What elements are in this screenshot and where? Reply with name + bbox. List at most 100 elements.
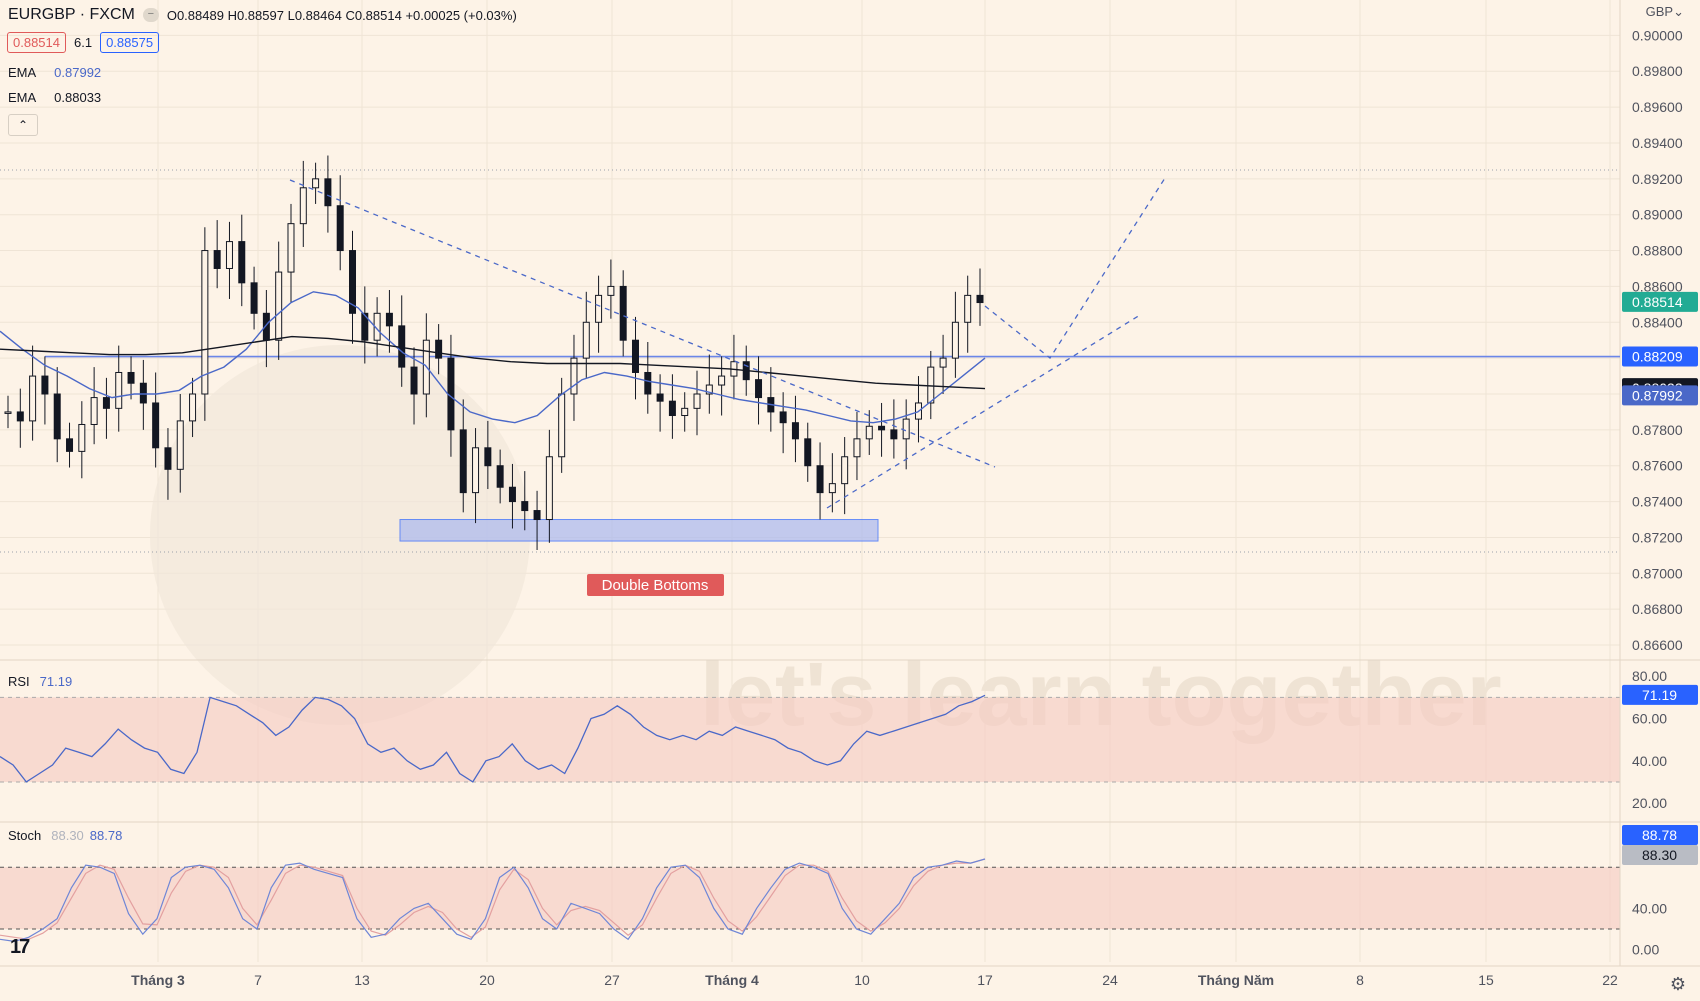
currency-dropdown[interactable]: GBP⌄ (1645, 4, 1684, 19)
candle-body (705, 384, 713, 395)
candle-body (693, 393, 701, 409)
price-tick-6: 0.88800 (1632, 243, 1683, 259)
x-tick-3: 20 (479, 972, 495, 988)
candle-body (804, 438, 812, 467)
candle-body (841, 456, 849, 485)
candle-body (791, 422, 799, 440)
stoch-band (0, 867, 1620, 930)
price-tick-2: 0.89600 (1632, 99, 1683, 115)
watermark-logo-icon (150, 345, 530, 725)
sell-price-button[interactable]: 0.88514 (7, 32, 66, 53)
candle-body (976, 294, 984, 304)
candle-body (459, 429, 467, 494)
candle-body (115, 371, 123, 409)
spread-value: 6.1 (74, 35, 93, 50)
candle-body (668, 400, 676, 417)
candle-body (472, 447, 480, 494)
rsi-band (0, 697, 1620, 782)
candle-body (927, 366, 935, 404)
candle-body (66, 438, 74, 452)
price-label-bg-1 (1622, 346, 1698, 367)
candle-body (4, 411, 12, 414)
stoch-d-line (0, 858, 986, 940)
stoch-d-label: 88.30 (1642, 847, 1677, 863)
stoch-k-label: 88.78 (1642, 827, 1677, 843)
rsi-tick-3: 20.00 (1632, 795, 1667, 811)
annotation-label: Double Bottoms (602, 577, 709, 594)
candle-body (939, 357, 947, 368)
candle-body (90, 397, 98, 425)
candle-body (890, 429, 898, 440)
ema-slow-legend[interactable]: EMA 0.88033 (8, 90, 102, 105)
price-label-bg-3 (1622, 385, 1698, 406)
candle-body (902, 418, 910, 440)
candle-body (213, 250, 221, 269)
candle-body (484, 447, 492, 467)
candle-body (718, 375, 726, 386)
stoch-d-label-bg (1622, 845, 1698, 865)
candle-body (755, 379, 763, 399)
quote-row: 0.88514 6.1 0.88575 (7, 32, 160, 53)
candle-body (102, 397, 110, 409)
stoch-k-line (0, 858, 986, 943)
rsi-tick-2: 40.00 (1632, 753, 1667, 769)
x-tick-9: Tháng Năm (1198, 972, 1274, 988)
symbol-legend: EURGBP · FXCM − O0.88489 H0.88597 L0.884… (8, 6, 517, 24)
rsi-tick-0: 80.00 (1632, 668, 1667, 684)
candle-body (410, 366, 418, 395)
candle-body (127, 371, 135, 384)
price-label-1: 0.88209 (1632, 349, 1683, 365)
candle-body (361, 312, 369, 341)
rsi-line (0, 694, 986, 783)
ema-fast-legend[interactable]: EMA 0.87992 (8, 65, 102, 80)
collapse-icon[interactable]: − (142, 8, 159, 22)
rsi-value-label-bg (1622, 684, 1698, 705)
projection-path (984, 177, 1166, 359)
x-tick-1: 7 (254, 972, 262, 988)
x-tick-0: Tháng 3 (131, 972, 185, 988)
candle-body (336, 205, 344, 252)
tradingview-logo-icon[interactable]: 17 (10, 936, 30, 958)
trendline-support (826, 314, 1141, 509)
candle-body (201, 250, 209, 395)
price-tick-5: 0.89000 (1632, 207, 1683, 223)
rsi-legend[interactable]: RSI 71.19 (8, 674, 73, 689)
candle-body (878, 425, 886, 431)
ohlc-values: O0.88489 H0.88597 L0.88464 C0.88514 +0.0… (166, 7, 517, 23)
candle-body (238, 241, 246, 284)
x-tick-11: 15 (1478, 972, 1494, 988)
candle-body (681, 407, 689, 417)
candle-body (287, 223, 295, 273)
candle-body (631, 339, 639, 373)
symbol-name[interactable]: EURGBP · FXCM (8, 6, 135, 23)
candle-body (865, 425, 873, 440)
x-tick-2: 13 (354, 972, 370, 988)
candle-body (964, 294, 972, 323)
stoch-tick-1: 0.00 (1632, 942, 1659, 958)
price-tick-4: 0.89200 (1632, 171, 1683, 187)
price-tick-11: 0.87800 (1632, 422, 1683, 438)
candle-body (582, 321, 590, 359)
candle-body (545, 456, 553, 521)
price-tick-13: 0.87400 (1632, 494, 1683, 510)
candle-body (225, 241, 233, 269)
price-tick-14: 0.87200 (1632, 529, 1683, 545)
x-tick-8: 24 (1102, 972, 1118, 988)
price-tick-3: 0.89400 (1632, 135, 1683, 151)
price-tick-7: 0.88600 (1632, 278, 1683, 294)
candle-body (607, 285, 615, 296)
candle-body (41, 375, 49, 395)
ema-fast-line (0, 291, 986, 424)
gear-icon[interactable]: ⚙ (1669, 974, 1686, 994)
x-tick-4: 27 (604, 972, 620, 988)
x-tick-12: 22 (1602, 972, 1618, 988)
candle-body (16, 411, 24, 422)
chevron-up-icon[interactable]: ⌃ (8, 114, 38, 136)
candle-body (828, 483, 836, 494)
buy-price-button[interactable]: 0.88575 (100, 32, 160, 53)
stoch-tick-0: 40.00 (1632, 900, 1667, 916)
candle-body (447, 357, 455, 431)
candle-body (533, 510, 541, 521)
stoch-legend[interactable]: Stoch 88.30 88.78 (8, 828, 123, 843)
